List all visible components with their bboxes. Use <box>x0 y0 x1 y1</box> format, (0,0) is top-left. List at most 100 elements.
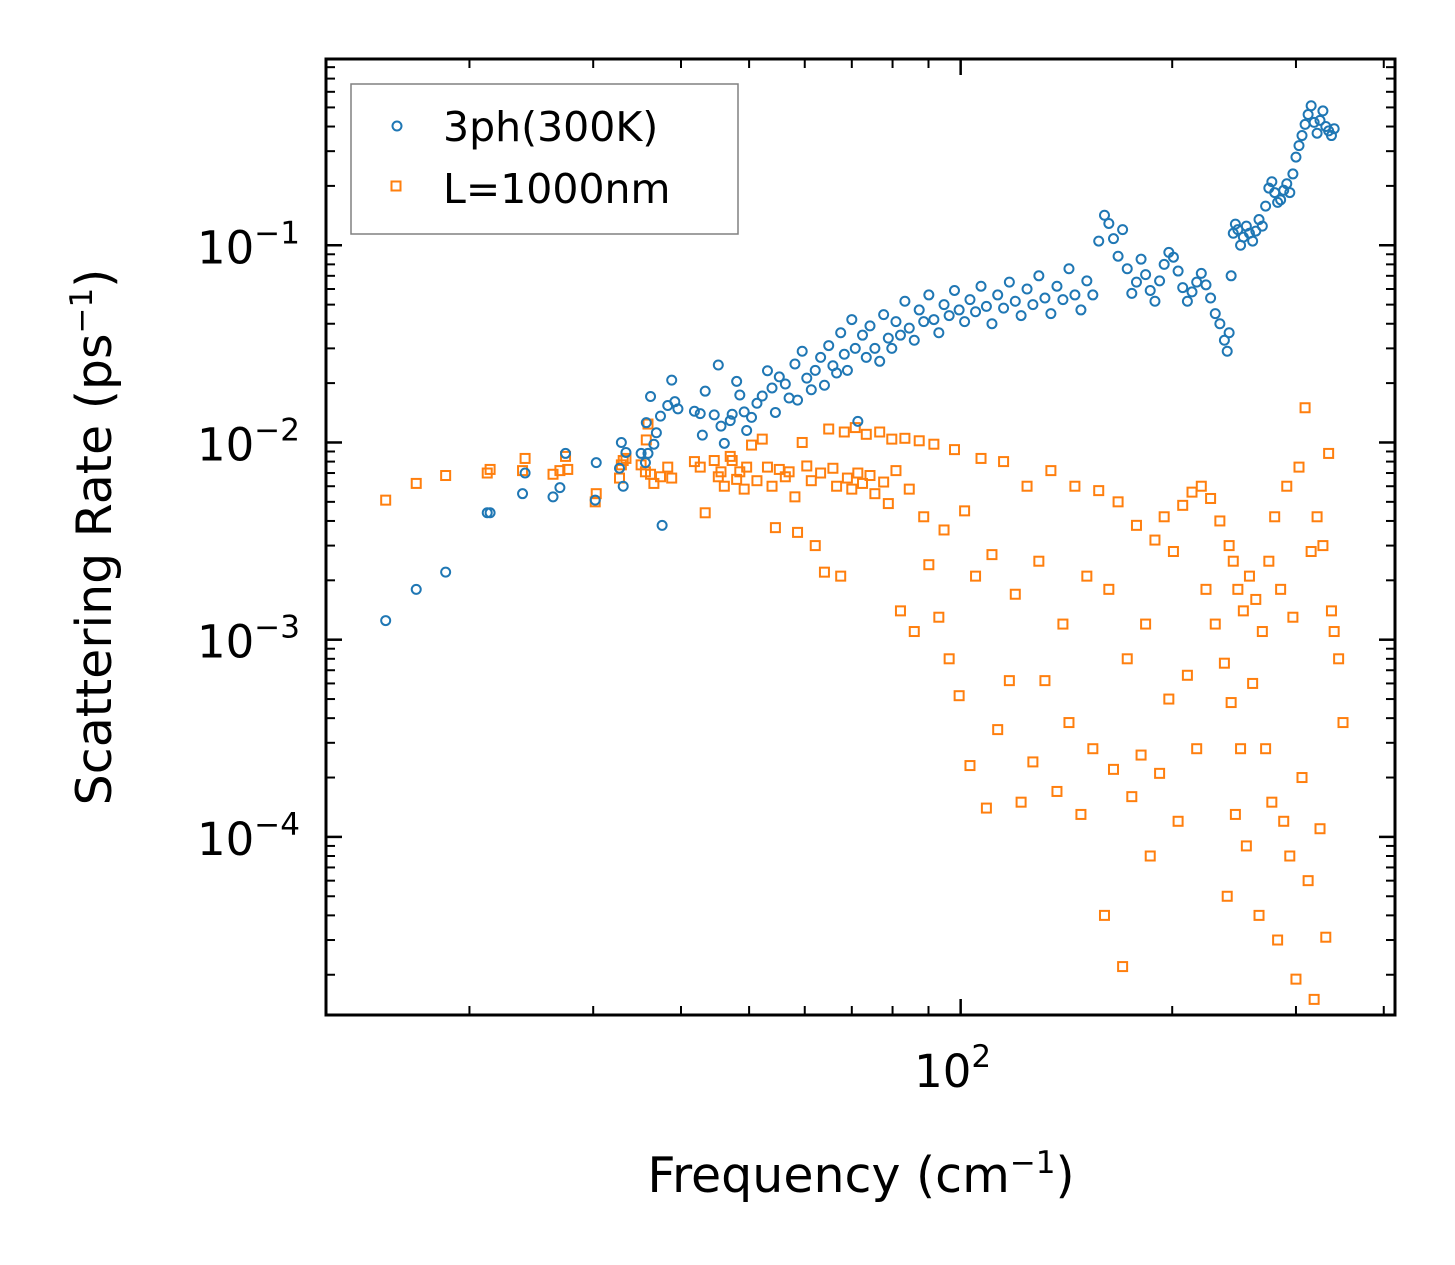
data-point-3ph <box>726 408 738 420</box>
data-point-3ph <box>1093 235 1105 247</box>
data-point-3ph <box>1272 196 1284 208</box>
data-point-l1000nm <box>1287 611 1299 623</box>
data-point-l1000nm <box>1229 808 1241 820</box>
data-point-l1000nm <box>953 690 965 702</box>
data-point-3ph <box>975 280 987 292</box>
data-point-3ph <box>769 406 781 418</box>
data-point-l1000nm <box>894 605 906 617</box>
data-point-3ph <box>734 389 746 401</box>
data-point-3ph <box>1003 276 1015 288</box>
data-point-3ph <box>731 375 743 387</box>
data-point-l1000nm <box>1278 815 1290 827</box>
data-point-l1000nm <box>1281 480 1293 492</box>
data-point-l1000nm <box>1081 570 1093 582</box>
data-point-l1000nm <box>1266 796 1278 808</box>
data-point-3ph <box>1087 289 1099 301</box>
data-point-3ph <box>380 615 392 627</box>
data-point-l1000nm <box>835 570 847 582</box>
data-point-l1000nm <box>1121 653 1133 665</box>
data-point-l1000nm <box>1317 540 1329 552</box>
y-axis-title: Scattering Rate (ps−1) <box>64 269 123 806</box>
data-point-l1000nm <box>1221 890 1233 902</box>
data-point-l1000nm <box>1126 791 1138 803</box>
data-point-3ph <box>959 316 971 328</box>
data-point-3ph <box>1317 105 1329 117</box>
data-point-3ph <box>656 519 668 531</box>
data-point-l1000nm <box>789 491 801 503</box>
data-point-l1000nm <box>666 472 678 484</box>
data-point-l1000nm <box>1107 763 1119 775</box>
data-point-3ph <box>852 415 864 427</box>
data-point-l1000nm <box>1333 653 1345 665</box>
data-point-3ph <box>484 507 496 519</box>
data-point-l1000nm <box>380 494 392 506</box>
data-point-l1000nm <box>964 760 976 772</box>
data-point-l1000nm <box>1027 756 1039 768</box>
data-point-3ph <box>1275 194 1287 206</box>
data-point-l1000nm <box>1263 555 1275 567</box>
data-point-3ph <box>938 299 950 311</box>
data-point-3ph <box>860 351 872 363</box>
data-point-3ph <box>1223 327 1235 339</box>
data-point-3ph <box>986 318 998 330</box>
data-point-l1000nm <box>1214 515 1226 527</box>
data-point-l1000nm <box>943 653 955 665</box>
data-point-3ph <box>1314 114 1326 126</box>
data-point-3ph <box>708 409 720 421</box>
data-point-l1000nm <box>908 626 920 638</box>
data-point-l1000nm <box>1253 909 1265 921</box>
data-point-3ph <box>849 342 861 354</box>
data-point-l1000nm <box>838 426 850 438</box>
data-point-l1000nm <box>708 455 720 467</box>
data-point-l1000nm <box>1186 486 1198 498</box>
data-point-l1000nm <box>440 470 452 482</box>
data-point-3ph <box>1284 187 1296 199</box>
data-point-l1000nm <box>1232 583 1244 595</box>
data-point-3ph <box>1209 308 1221 320</box>
data-point-l1000nm <box>913 435 925 447</box>
data-point-l1000nm <box>841 472 853 484</box>
data-point-l1000nm <box>1328 626 1340 638</box>
data-point-3ph <box>1225 270 1237 282</box>
data-point-l1000nm <box>1045 465 1057 477</box>
data-point-l1000nm <box>1237 605 1249 617</box>
data-point-l1000nm <box>1069 480 1081 492</box>
data-point-3ph <box>1112 250 1124 262</box>
data-point-l1000nm <box>1323 447 1335 459</box>
data-point-3ph <box>761 365 773 377</box>
data-point-l1000nm <box>1320 931 1332 943</box>
data-point-l1000nm <box>1063 717 1075 729</box>
data-point-3ph <box>672 403 684 415</box>
data-point-l1000nm <box>1305 546 1317 558</box>
data-point-3ph <box>1229 218 1241 230</box>
data-point-3ph <box>903 322 915 334</box>
data-point-3ph <box>928 314 940 326</box>
data-point-3ph <box>1149 295 1161 307</box>
y-tick-label: 10−4 <box>197 807 300 866</box>
data-point-3ph <box>953 304 965 316</box>
data-point-l1000nm <box>1296 772 1308 784</box>
data-point-3ph <box>614 462 626 474</box>
data-point-3ph <box>650 427 662 439</box>
data-point-l1000nm <box>1311 511 1323 523</box>
data-point-3ph <box>688 405 700 417</box>
data-point-l1000nm <box>860 428 872 440</box>
data-point-l1000nm <box>1075 808 1087 820</box>
data-point-3ph <box>869 342 881 354</box>
data-point-3ph <box>890 316 902 328</box>
data-point-3ph <box>589 494 601 506</box>
data-point-l1000nm <box>874 426 886 438</box>
data-point-l1000nm <box>933 611 945 623</box>
data-point-l1000nm <box>783 466 795 478</box>
data-point-l1000nm <box>1098 909 1110 921</box>
data-point-3ph <box>980 300 992 312</box>
data-point-l1000nm <box>890 465 902 477</box>
data-point-3ph <box>796 345 808 357</box>
data-point-3ph <box>547 491 559 503</box>
data-point-3ph <box>1051 280 1063 292</box>
data-point-l1000nm <box>1163 693 1175 705</box>
data-point-3ph <box>998 302 1010 314</box>
data-point-3ph <box>410 583 422 595</box>
data-point-l1000nm <box>1033 555 1045 567</box>
data-point-3ph <box>1256 220 1268 232</box>
